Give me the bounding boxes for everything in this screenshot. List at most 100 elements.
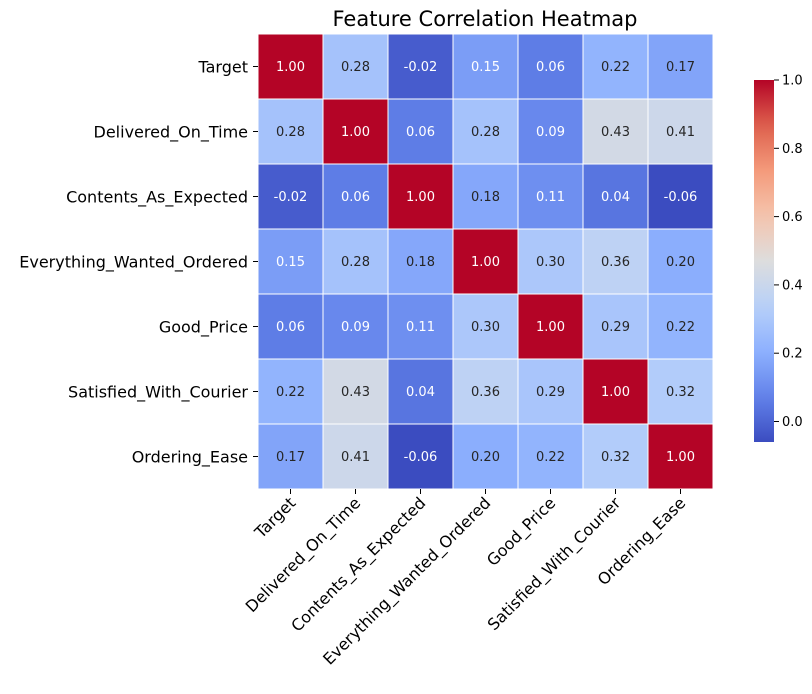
heatmap-cell	[517, 358, 584, 425]
cell-value-label: 0.18	[471, 190, 500, 205]
cell-value-label: 0.20	[666, 255, 695, 270]
cell-value-label: 0.17	[276, 450, 305, 465]
cell-value-label: 0.41	[666, 125, 695, 140]
cell-value-label: 0.17	[666, 60, 695, 75]
colorbar-gradient	[754, 80, 774, 442]
cell-value-label: 0.32	[666, 385, 695, 400]
cell-value-label: 0.43	[341, 385, 370, 400]
heatmap-cell	[582, 33, 649, 100]
cell-value-label: 0.06	[341, 190, 370, 205]
cell-value-label: 0.22	[601, 60, 630, 75]
cell-value-label: 1.00	[276, 60, 305, 75]
cell-value-label: 0.32	[601, 450, 630, 465]
chart-title: Feature Correlation Heatmap	[333, 7, 638, 31]
heatmap-cell	[452, 358, 519, 425]
heatmap-cell	[387, 423, 454, 490]
heatmap-cell	[452, 423, 519, 490]
heatmap-cell	[387, 293, 454, 360]
heatmap-cell	[257, 33, 324, 100]
cell-value-label: -0.02	[404, 60, 438, 75]
cell-value-label: 0.22	[536, 450, 565, 465]
heatmap-cell	[387, 358, 454, 425]
heatmap-cell	[582, 228, 649, 295]
cell-value-label: 0.22	[666, 320, 695, 335]
cell-value-label: 1.00	[536, 320, 565, 335]
heatmap-cell	[257, 358, 324, 425]
y-tick-label: Everything_Wanted_Ordered	[19, 253, 248, 273]
heatmap-cell	[257, 228, 324, 295]
heatmap-cell	[647, 98, 714, 165]
cell-value-label: 1.00	[406, 190, 435, 205]
cell-value-label: 0.06	[406, 125, 435, 140]
heatmap-cell	[322, 163, 389, 230]
cell-value-label: 0.15	[276, 255, 305, 270]
cell-value-label: 0.43	[601, 125, 630, 140]
y-tick-label: Satisfied_With_Courier	[68, 383, 248, 403]
x-tick-label: Delivered_On_Time	[242, 493, 365, 616]
heatmap-cell	[257, 293, 324, 360]
row-labels: Target Delivered_On_Time Contents_As_Expec…	[19, 58, 258, 468]
y-tick-label: Ordering_Ease	[132, 448, 248, 468]
cell-value-label: 0.41	[341, 450, 370, 465]
cell-value-label: 0.04	[406, 385, 435, 400]
y-tick-label: Target	[198, 58, 249, 77]
cell-value-label: 0.29	[601, 320, 630, 335]
y-tick-label: Contents_As_Expected	[66, 188, 248, 208]
heatmap-cell	[647, 228, 714, 295]
cell-value-label: 0.11	[536, 190, 565, 205]
x-tick-label: Target	[250, 493, 299, 542]
cell-value-label: 0.09	[536, 125, 565, 140]
heatmap-cell	[387, 163, 454, 230]
colorbar-tick-label: 0.8	[782, 142, 803, 157]
colorbar-tick-label: 1.0	[782, 74, 803, 89]
cell-value-label: 0.04	[601, 190, 630, 205]
cell-value-label: 0.09	[341, 320, 370, 335]
heatmap-cell	[387, 98, 454, 165]
cell-value-label: 0.22	[276, 385, 305, 400]
colorbar-tick-label: 0.4	[782, 278, 803, 293]
cell-value-label: 0.36	[471, 385, 500, 400]
colorbar-tick-label: 0.0	[782, 415, 803, 430]
cell-value-label: 0.30	[471, 320, 500, 335]
colorbar: 0.0 0.2 0.4 0.6 0.8 1.0	[754, 74, 803, 442]
cell-value-label: 1.00	[601, 385, 630, 400]
heatmap-cell	[517, 98, 584, 165]
cell-value-label: 0.06	[276, 320, 305, 335]
heatmap-cell	[452, 163, 519, 230]
cell-value-label: 0.06	[536, 60, 565, 75]
column-labels: TargetDelivered_On_TimeContents_As_Expec…	[242, 489, 690, 669]
heatmap-cell	[647, 423, 714, 490]
cell-value-label: 0.28	[276, 125, 305, 140]
cell-value-label: 0.30	[536, 255, 565, 270]
cell-value-label: 0.15	[471, 60, 500, 75]
cell-value-label: 1.00	[341, 125, 370, 140]
cell-value-label: 0.36	[601, 255, 630, 270]
heatmap-cell	[582, 423, 649, 490]
heatmap-cell	[517, 423, 584, 490]
heatmap-cells: 1.00 0.28 -0.02 0.15 0.06 0.22 0.17 0.28 1.00 0.0…	[257, 33, 714, 490]
cell-value-label: 1.00	[471, 255, 500, 270]
cell-value-label: 0.18	[406, 255, 435, 270]
heatmap-cell	[257, 423, 324, 490]
cell-value-label: -0.02	[274, 190, 308, 205]
heatmap-cell	[647, 358, 714, 425]
colorbar-tick-label: 0.6	[782, 210, 803, 225]
heatmap-cell	[452, 228, 519, 295]
heatmap-cell	[582, 163, 649, 230]
y-tick-label: Delivered_On_Time	[94, 123, 248, 143]
colorbar-tick-label: 0.2	[782, 347, 803, 362]
cell-value-label: 0.28	[471, 125, 500, 140]
heatmap-cell	[452, 33, 519, 100]
y-tick-label: Good_Price	[159, 318, 248, 338]
cell-value-label: 0.29	[536, 385, 565, 400]
heatmap-cell	[517, 163, 584, 230]
heatmap-cell	[647, 163, 714, 230]
cell-value-label: -0.06	[664, 190, 698, 205]
heatmap-cell	[322, 358, 389, 425]
cell-value-label: 1.00	[666, 450, 695, 465]
cell-value-label: 0.11	[406, 320, 435, 335]
cell-value-label: 0.20	[471, 450, 500, 465]
heatmap-cell	[322, 33, 389, 100]
